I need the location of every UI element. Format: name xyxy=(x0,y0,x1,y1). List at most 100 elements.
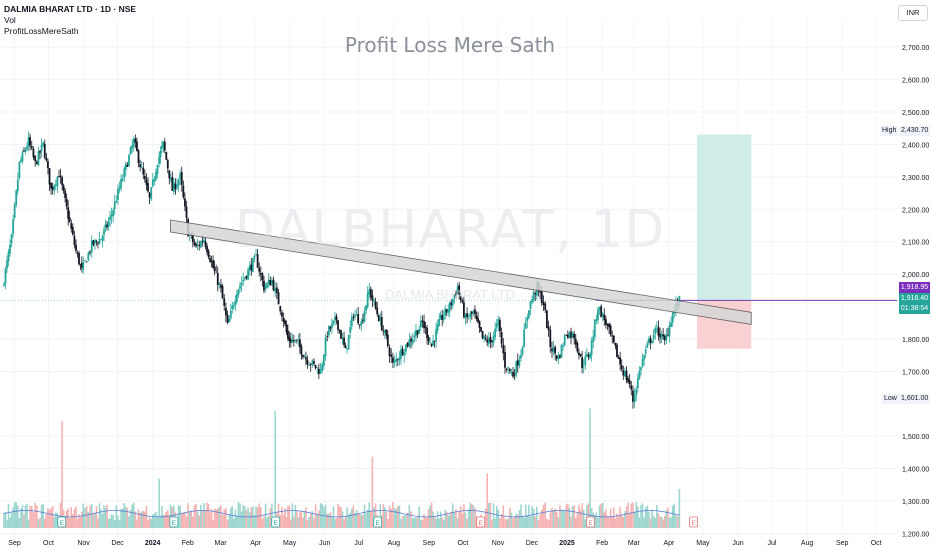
watermark-company: DALMIA BHARAT LTD xyxy=(384,287,516,302)
volume-bar xyxy=(571,505,574,528)
volume-bar xyxy=(542,504,545,528)
trend-channel-band xyxy=(170,219,752,325)
volume-bar xyxy=(633,511,636,528)
candle-body xyxy=(459,295,462,301)
risk-reward-zones[interactable] xyxy=(0,134,897,349)
currency-button[interactable]: INR xyxy=(898,5,928,21)
candle-body xyxy=(668,325,671,337)
candle-body xyxy=(226,314,229,323)
volume-bar xyxy=(311,510,314,528)
volume-bar xyxy=(576,512,579,528)
candle-body xyxy=(300,346,303,355)
volume-bar xyxy=(640,505,642,528)
candle-body xyxy=(444,308,447,316)
trend-channel[interactable] xyxy=(170,219,752,325)
volume-bar xyxy=(613,507,615,528)
volume-bar xyxy=(50,508,52,528)
time-tick-label: Oct xyxy=(457,540,468,547)
volume-bar xyxy=(255,506,257,528)
candle-body xyxy=(258,267,261,272)
earnings-marker xyxy=(586,516,595,528)
axes: 2,700.00 2,600.00 2,500.00 2,400.00 2,300.00… xyxy=(8,45,929,547)
legend-symbol-title[interactable]: DALMIA BHARAT LTD · 1D · NSE xyxy=(4,4,137,14)
candle-body xyxy=(438,319,441,326)
candle-body xyxy=(35,161,38,165)
volume-bar xyxy=(453,513,456,528)
candle-body xyxy=(628,380,631,385)
volume-bar xyxy=(271,503,273,528)
candle-body xyxy=(432,340,435,346)
legend-indicator[interactable]: ProfitLossMereSath xyxy=(4,26,79,36)
volume-bar xyxy=(600,503,602,528)
volume-bar xyxy=(190,510,193,528)
volume-bar xyxy=(646,505,649,528)
volume-bar xyxy=(495,506,498,528)
candle-body xyxy=(461,300,464,302)
volume-bar xyxy=(67,508,69,528)
time-tick-label: Nov xyxy=(492,540,505,547)
volume-bar xyxy=(529,516,532,528)
price-tick-label: 2,100.00 xyxy=(902,240,929,247)
candle-body xyxy=(54,184,57,186)
volume-bar xyxy=(352,505,355,528)
volume-bar xyxy=(416,517,419,528)
volume-bar xyxy=(266,517,268,528)
candle-body xyxy=(398,357,401,361)
volume-bar xyxy=(648,511,650,528)
volume-bar xyxy=(261,518,264,528)
volume-bar xyxy=(398,505,401,528)
time-tick-label: Feb xyxy=(182,540,194,547)
watermark-symbol: DALBHARAT, 1D xyxy=(234,200,666,260)
volume-bar xyxy=(184,512,186,528)
candle-body xyxy=(665,334,668,341)
candle-body xyxy=(306,359,309,365)
volume-bar xyxy=(297,517,300,528)
candle-body xyxy=(162,141,165,148)
candle-body xyxy=(383,330,386,333)
volume-bar xyxy=(586,505,588,528)
legend-volume[interactable]: Vol xyxy=(4,15,16,25)
volume-bar xyxy=(287,506,289,528)
candle-body xyxy=(191,235,194,243)
candle-body xyxy=(90,240,93,253)
candle-body xyxy=(644,349,647,354)
candle-body xyxy=(578,352,580,355)
time-tick-label: Feb xyxy=(596,540,608,547)
volume-bar xyxy=(609,508,612,528)
volume-bar xyxy=(603,512,606,528)
volume-bar xyxy=(210,509,213,528)
candle-body xyxy=(23,150,25,152)
candle-body xyxy=(326,336,329,337)
candle-body xyxy=(516,360,519,366)
candle-body xyxy=(472,311,475,314)
volume-bar xyxy=(357,514,359,528)
volume-bar xyxy=(39,517,41,528)
last-price-tag: 1,918.40 xyxy=(899,293,930,304)
volume-bar xyxy=(215,509,217,528)
volume-bar xyxy=(23,514,25,528)
candle-body xyxy=(334,317,336,320)
time-tick-label: Jul xyxy=(354,540,363,547)
candle-body xyxy=(396,359,399,361)
candle-body xyxy=(346,348,348,350)
candle-body xyxy=(161,145,163,149)
volume-bar xyxy=(667,507,669,528)
time-tick-label: Sep xyxy=(8,540,21,547)
volume-bar xyxy=(209,512,211,528)
volume-bar xyxy=(500,514,503,528)
candle-body xyxy=(544,303,547,311)
volume-bar xyxy=(578,504,580,528)
candle-body xyxy=(363,311,366,322)
candle-body xyxy=(42,141,45,146)
volume-bar xyxy=(24,505,27,528)
volume-bar xyxy=(234,509,237,528)
candle-body xyxy=(609,325,612,335)
earnings-marker-label: E xyxy=(172,520,177,527)
volume-bar xyxy=(113,520,116,528)
candle-body xyxy=(495,323,498,328)
volume-bar xyxy=(323,506,325,528)
volume-bar xyxy=(400,518,402,528)
candle-body xyxy=(314,364,317,369)
